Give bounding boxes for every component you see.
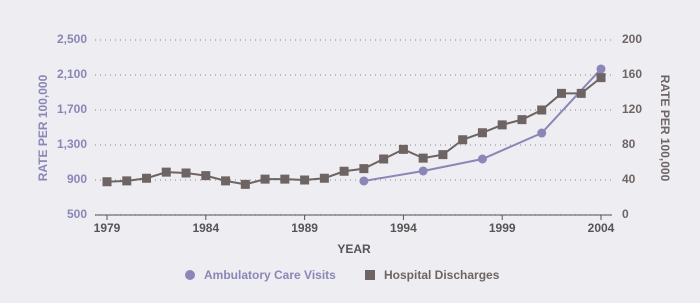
y-tick-label: 1,300 <box>57 137 87 151</box>
x-tick-label: 2004 <box>588 221 615 235</box>
y2-tick-label: 0 <box>622 207 629 221</box>
marker <box>339 166 349 176</box>
marker <box>379 154 389 164</box>
marker <box>161 167 171 177</box>
y-tick-label: 2,100 <box>57 67 87 81</box>
legend-marker <box>185 270 195 280</box>
y-tick-label: 2,500 <box>57 32 87 46</box>
y-tick-label: 500 <box>67 207 87 221</box>
y2-tick-label: 80 <box>622 137 636 151</box>
marker <box>537 105 547 115</box>
marker <box>142 173 152 183</box>
marker <box>477 154 487 164</box>
marker <box>596 64 606 74</box>
y2-tick-label: 120 <box>622 102 642 116</box>
x-tick-label: 1979 <box>94 221 121 235</box>
y2-tick-label: 40 <box>622 172 636 186</box>
marker <box>181 168 191 178</box>
x-axis-label: YEAR <box>337 242 371 256</box>
marker <box>517 115 527 125</box>
marker <box>458 135 468 145</box>
y-axis-label: RATE PER 100,000 <box>36 74 50 181</box>
marker <box>576 88 586 98</box>
marker <box>102 177 112 187</box>
marker <box>596 73 606 83</box>
y-tick-label: 900 <box>67 172 87 186</box>
x-tick-label: 1994 <box>390 221 417 235</box>
marker <box>398 144 408 154</box>
marker <box>477 128 487 138</box>
y2-tick-label: 200 <box>622 32 642 46</box>
marker <box>122 176 132 186</box>
y-tick-label: 1,700 <box>57 102 87 116</box>
y2-tick-label: 160 <box>622 67 642 81</box>
marker <box>359 176 369 186</box>
marker <box>359 164 369 174</box>
legend-label: Hospital Discharges <box>384 268 500 282</box>
marker <box>497 120 507 130</box>
marker <box>438 150 448 160</box>
marker <box>537 128 547 138</box>
marker <box>418 166 428 176</box>
marker <box>201 171 211 181</box>
marker <box>280 174 290 184</box>
marker <box>221 176 231 186</box>
marker <box>319 173 329 183</box>
x-tick-label: 1984 <box>192 221 219 235</box>
marker <box>240 179 250 189</box>
marker <box>556 88 566 98</box>
y2-axis-label: RATE PER 100,000 <box>658 75 672 182</box>
legend-label: Ambulatory Care Visits <box>204 268 336 282</box>
marker <box>418 153 428 163</box>
x-tick-label: 1989 <box>291 221 318 235</box>
legend-marker <box>365 270 375 280</box>
marker <box>260 174 270 184</box>
x-tick-label: 1999 <box>489 221 516 235</box>
marker <box>300 175 310 185</box>
